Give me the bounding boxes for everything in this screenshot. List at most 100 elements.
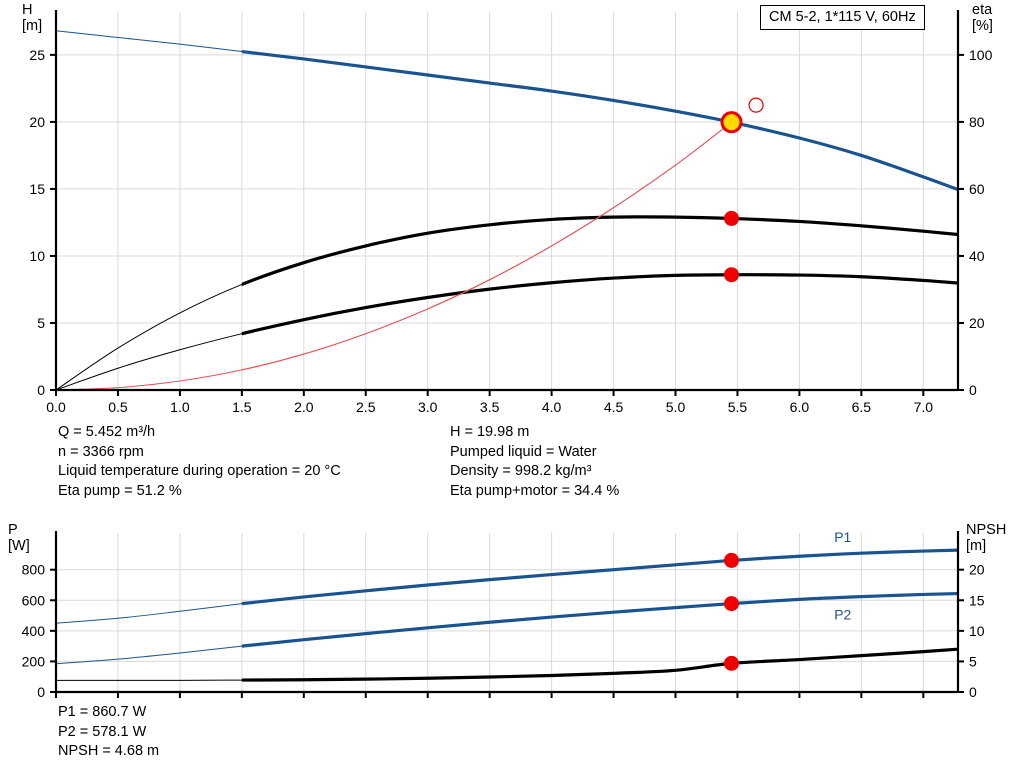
series-p2 [55,591,959,665]
power-npsh-chart: 0 200 400 600 800 0 5 10 15 20 P1 P2 [22,529,985,700]
curve-label-p2: P2 [834,606,851,622]
tick-label-left: 400 [22,623,46,639]
marker-layer [724,552,740,671]
readout-density: Density = 998.2 kg/m³ [450,463,592,479]
curve-thick [241,49,959,192]
marker-layer [720,97,764,283]
curve-thick [241,548,959,606]
tick-label-bottom: 1.0 [170,399,190,415]
tick-label-left: 15 [29,181,45,197]
operating-point-marker[interactable] [724,267,740,283]
readout-temperature: Liquid temperature during operation = 20… [58,463,341,479]
tick-label-bottom: 2.5 [356,399,376,415]
p-axis-name: P [8,522,18,538]
curve-thick [241,121,732,371]
tick-label-bottom: 3.0 [418,399,438,415]
tick-label-right: 15 [969,592,985,608]
head-efficiency-chart: 0 5 10 15 20 25 0 20 40 60 80 100 0.0 0.5 1.0 1.5 2.0 2.5… [29,10,993,415]
tick-label-right: 20 [969,315,985,331]
duty-point-marker[interactable] [720,111,743,134]
tick-label-layer: 0 5 10 15 20 25 0 20 40 60 80 100 0.0 0.5 1.0 1.5 2.0 2.5… [29,47,992,415]
grid-layer [56,533,958,693]
operating-data-left: Q = 5.452 m³/h n = 3366 rpm Liquid tempe… [58,423,341,501]
tick-label-left: 800 [22,562,46,578]
series-eta-pump-motor [55,273,959,391]
curve-thick [241,647,959,682]
curve-thick [241,215,959,287]
eta-axis-title: eta [%] [972,2,993,34]
readout-eta-pump: Eta pump = 51.2 % [58,482,182,499]
operating-point-marker[interactable] [724,596,740,612]
readout-eta-pump-motor: Eta pump+motor = 34.4 % [450,482,620,499]
curve-thick [241,591,959,648]
tick-label-bottom: 6.5 [852,399,872,415]
series-p1 [55,548,959,624]
grid-layer [56,12,958,391]
operating-point-marker[interactable] [724,655,740,671]
series-eta-pump [55,215,959,391]
readout-head: H = 19.98 m [450,424,530,440]
pump-model-title: CM 5-2, 1*115 V, 60Hz [760,5,925,30]
curve-layer [55,30,959,391]
tick-label-left: 20 [29,114,45,130]
curve-thin [55,216,959,391]
series-npsh [55,647,959,682]
tick-label-left: 600 [22,592,46,608]
h-axis-name: H [22,2,33,18]
readout-p2: P2 = 578.1 W [58,723,147,740]
npsh-axis-name: NPSH [966,522,1007,538]
axis-layer [50,531,964,698]
tick-label-right: 0 [969,684,977,700]
operating-point-marker[interactable] [724,552,740,568]
tick-label-right: 10 [969,623,985,639]
tick-label-bottom: 1.5 [232,399,252,415]
operating-point-marker[interactable] [724,210,740,226]
p-axis-title: P [W] [8,522,30,554]
readout-flow: Q = 5.452 m³/h [58,424,156,440]
axis-layer [50,10,964,396]
curve-thin [55,593,959,665]
tick-label-left: 25 [29,47,45,63]
tick-label-bottom: 0.0 [46,399,66,415]
curve-thin [55,274,959,391]
power-data: P1 = 860.7 W P2 = 578.1 W NPSH = 4.68 m [58,703,159,762]
eta-axis-unit: [%] [972,18,993,34]
tick-label-right: 20 [969,562,985,578]
p-axis-unit: [W] [8,538,30,554]
readout-p1: P1 = 860.7 W [58,704,147,720]
tick-label-right: 100 [969,47,993,63]
tick-label-left: 10 [29,248,45,264]
tick-label-right: 5 [969,653,977,669]
h-axis-title: H [m] [22,2,42,34]
tick-label-bottom: 4.5 [604,399,624,415]
tick-label-left: 0 [37,382,45,398]
tick-label-right: 40 [969,248,985,264]
series-duty-eta-system- [55,121,733,391]
curve-thick [241,273,959,336]
npsh-axis-unit: [m] [966,538,987,554]
tick-label-left: 0 [37,684,45,700]
tick-label-bottom: 0.5 [108,399,128,415]
tick-label-left: 200 [22,653,46,669]
tick-label-bottom: 3.5 [480,399,500,415]
readout-speed: n = 3366 rpm [58,443,144,460]
series-h-head- [55,30,959,192]
h-axis-unit: [m] [22,18,43,34]
tick-label-bottom: 7.0 [914,399,934,415]
readout-pumped-liquid: Pumped liquid = Water [450,443,597,460]
tick-label-bottom: 4.0 [542,399,562,415]
operating-data-right: H = 19.98 m Pumped liquid = Water Densit… [450,423,619,501]
tick-label-right: 0 [969,382,977,398]
tick-label-bottom: 5.0 [666,399,686,415]
tick-label-bottom: 2.0 [294,399,314,415]
reference-point-marker [748,97,764,113]
eta-axis-name: eta [972,2,993,18]
tick-label-layer: 0 200 400 600 800 0 5 10 15 20 P1 P2 [22,529,985,700]
curve-thin [55,549,959,624]
readout-npsh: NPSH = 4.68 m [58,743,160,759]
npsh-axis-title: NPSH [m] [966,522,1006,554]
tick-label-right: 60 [969,181,985,197]
tick-label-right: 80 [969,114,985,130]
curve-layer [55,548,959,682]
tick-label-left: 5 [37,315,45,331]
